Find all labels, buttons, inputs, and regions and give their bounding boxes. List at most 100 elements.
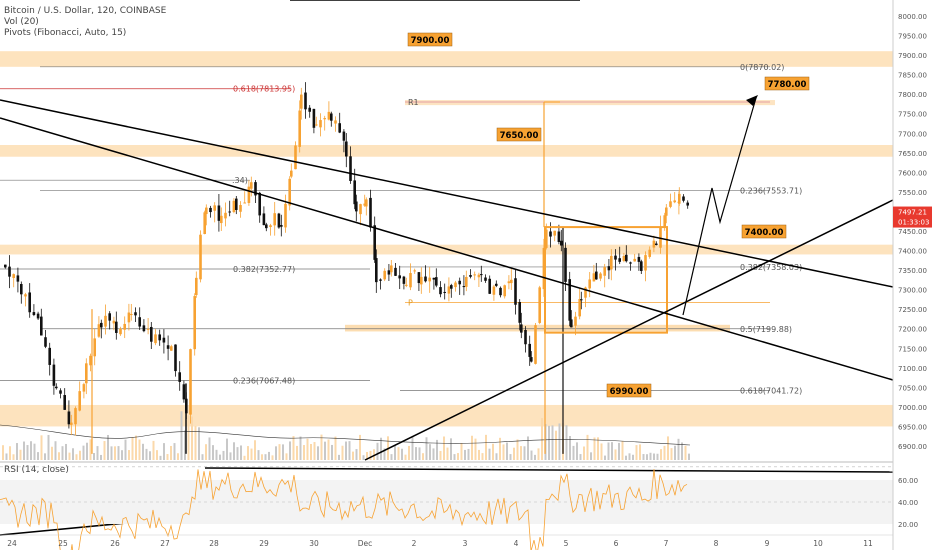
time-axis-label: 7 xyxy=(664,539,669,548)
price-axis-tick: 6900.00 xyxy=(898,443,927,451)
volume-bar xyxy=(502,444,505,460)
candle-body xyxy=(16,275,20,282)
trend-line xyxy=(204,467,894,473)
candle-body xyxy=(254,182,257,196)
candle-body xyxy=(417,272,421,284)
candle-body xyxy=(488,278,491,294)
volume-bar xyxy=(548,425,550,460)
volume-bar xyxy=(579,454,582,460)
volume-bar xyxy=(551,425,554,460)
price-axis-tick: 7400.00 xyxy=(898,248,927,256)
candle-body xyxy=(166,345,170,349)
candle-body xyxy=(115,321,118,333)
candle-body xyxy=(652,240,656,248)
volume-bar xyxy=(436,439,438,460)
candle-body xyxy=(158,334,161,341)
candle-body xyxy=(195,277,198,296)
volume-bar xyxy=(250,448,253,460)
symbol-title: Bitcoin / U.S. Dollar, 120, COINBASE xyxy=(4,6,167,16)
volume-bar xyxy=(460,443,463,460)
time-axis-label: 2 xyxy=(412,539,417,548)
volume-bar xyxy=(446,447,449,460)
price-axis-tick: 7450.00 xyxy=(898,228,927,236)
volume-bar xyxy=(254,440,256,460)
candle-body xyxy=(528,343,531,357)
volume-bar xyxy=(509,454,512,460)
volume-bar xyxy=(663,445,666,460)
volume-bar xyxy=(93,453,95,460)
candle-body xyxy=(20,283,23,295)
volume-bar xyxy=(432,448,435,460)
candle-body xyxy=(603,267,606,276)
volume-bar xyxy=(614,449,617,460)
fib-level-label: 0.382(7358.03) xyxy=(740,263,802,272)
volume-bar xyxy=(401,448,403,460)
volume-bar xyxy=(576,442,578,460)
time-axis-label: 24 xyxy=(7,539,17,548)
volume-bar xyxy=(26,445,29,460)
time-axis-label: 10 xyxy=(813,539,823,548)
volume-bar xyxy=(299,436,302,460)
candle-body xyxy=(678,193,681,204)
volume-bar xyxy=(362,455,365,460)
volume-bar xyxy=(394,445,396,460)
projection-path xyxy=(682,97,757,316)
volume-bar xyxy=(327,439,330,460)
candle-body xyxy=(269,225,272,228)
volume-bar xyxy=(58,452,60,460)
volume-bar xyxy=(464,449,466,460)
candle-body xyxy=(48,347,51,365)
candle-body xyxy=(162,337,166,343)
candle-body xyxy=(112,320,116,324)
projection-arrowhead xyxy=(746,95,758,106)
candle-body xyxy=(622,255,626,261)
candle-body xyxy=(469,275,472,277)
candle-body xyxy=(387,270,391,275)
volume-bar xyxy=(345,441,347,460)
volume-bar xyxy=(653,453,655,460)
candle-body xyxy=(644,255,647,271)
candle-body xyxy=(398,275,401,279)
candle-body xyxy=(8,266,11,277)
fib-level-label: 0(7870.02) xyxy=(740,63,784,72)
candle-body xyxy=(203,212,206,234)
volume-bar xyxy=(499,437,501,460)
volume-bar xyxy=(222,450,225,460)
trend-line xyxy=(0,99,894,288)
candle-body xyxy=(119,328,122,335)
candle-body xyxy=(663,215,666,228)
volume-bar xyxy=(187,415,190,460)
volume-bar xyxy=(243,455,246,460)
volume-bar xyxy=(9,446,11,460)
volume-bar xyxy=(320,434,323,460)
rsi-indicator-label: RSI (14, close) xyxy=(4,465,69,475)
volume-bar xyxy=(310,444,312,460)
candle-body xyxy=(637,256,641,262)
volume-bar xyxy=(677,438,680,460)
candle-body xyxy=(298,110,301,147)
volume-bar xyxy=(44,453,46,460)
candle-body xyxy=(405,284,408,286)
candle-body xyxy=(549,231,552,237)
candle-body xyxy=(250,182,253,189)
volume-bar xyxy=(324,441,326,460)
volume-bar xyxy=(520,446,522,460)
candle-body xyxy=(686,202,689,206)
candle-body xyxy=(484,277,487,281)
candle-body xyxy=(78,391,81,411)
volume-bar xyxy=(149,451,151,460)
volume-bar xyxy=(114,446,116,460)
fib-level-label: 0.236(7553.71) xyxy=(740,186,802,195)
candle-body xyxy=(394,267,397,276)
candle-body xyxy=(369,197,372,228)
volume-bar xyxy=(621,441,624,460)
candle-body xyxy=(428,277,431,282)
candle-body xyxy=(134,312,137,316)
candle-body xyxy=(280,225,283,227)
time-axis-label: 27 xyxy=(160,539,170,548)
volume-bar xyxy=(404,454,407,460)
volume-bar xyxy=(331,444,333,460)
volume-bar xyxy=(40,435,43,460)
fib-level-label: .34) xyxy=(232,176,248,185)
